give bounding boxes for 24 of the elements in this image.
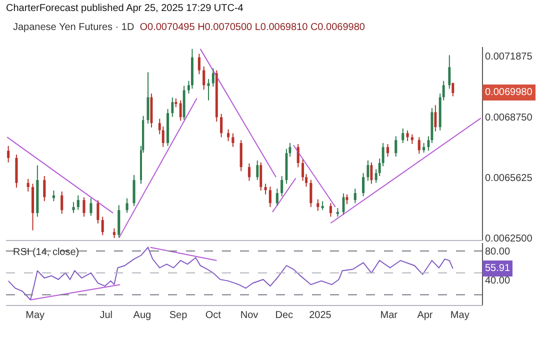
x-tick-label: Nov [240, 310, 258, 321]
chart-title: Japanese Yen Futures · 1D [13, 22, 134, 33]
x-tick-label: 2025 [309, 310, 332, 321]
x-tick-label: Aug [133, 310, 152, 321]
y-tick-label: 0.0062500 [485, 234, 533, 245]
chart-subtitle: O0.0070495 H0.0070500 L0.0069810 C0.0069980 [140, 22, 366, 33]
y-tick-label: 40.00 [485, 276, 510, 287]
x-tick-label: May [26, 310, 45, 321]
y-tick-label: 0.0071875 [485, 52, 533, 63]
x-tick-label: Dec [275, 310, 294, 321]
y-tick-label: 0.0068750 [485, 112, 533, 124]
text: 55.91 [485, 263, 510, 274]
text: 0.0069980 [485, 87, 533, 98]
x-tick-label: Jul [100, 310, 112, 321]
x-tick-label: Sep [169, 310, 188, 321]
y-tick-label: 0.0065625 [485, 172, 533, 184]
x-tick-label: Mar [380, 310, 398, 321]
chart-title: RSI (14, close) [13, 247, 80, 258]
line-series [8, 246, 454, 300]
y-tick-label: 80.00 [485, 246, 510, 258]
x-tick-label: May [450, 310, 470, 321]
text: CharterForecast published Apr 25, 2025 17:29 UTC-4 [6, 3, 244, 14]
x-tick-label: Apr [417, 310, 434, 321]
x-tick-label: Oct [205, 310, 222, 321]
